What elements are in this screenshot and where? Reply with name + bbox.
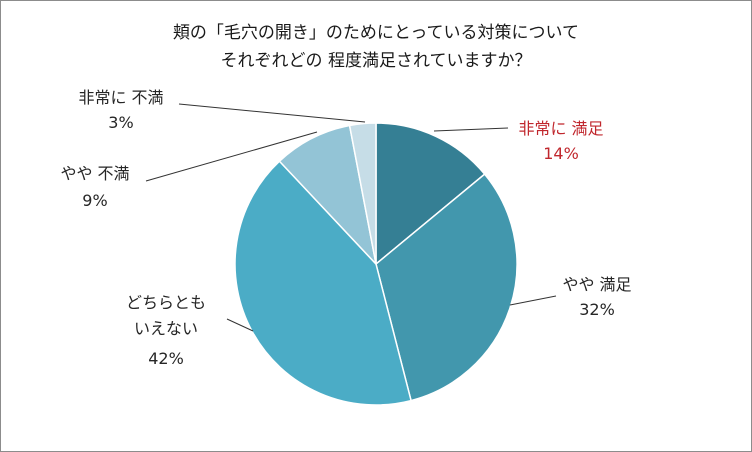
slice-value-label-1: 14% (543, 144, 579, 163)
slice-value-label-2: 32% (579, 300, 615, 319)
pie-slice-1 (375, 122, 486, 266)
chart-title-line-1: 頬の「毛穴の開き」のためにとっている対策について (173, 23, 579, 43)
slice-category-label-4: やや 不満 (60, 164, 129, 183)
pie-slice-2 (375, 173, 518, 402)
slice-category-label-2: やや 満足 (562, 275, 631, 294)
leader-lines (145, 103, 557, 332)
leader-line-1 (433, 127, 509, 132)
chart-title-line-2: それぞれどの 程度満足されていますか？ (221, 51, 532, 71)
pie-slice-3 (234, 160, 412, 406)
pie-slice-5 (348, 122, 377, 265)
slice-value-label-3: 42% (148, 349, 184, 368)
leader-line-4 (145, 131, 318, 182)
pie-slice-4 (278, 124, 378, 267)
slice-category-label-1: 非常に 満足 (518, 119, 603, 138)
leader-line-5 (178, 103, 366, 123)
slice-value-label-4: 9% (82, 191, 107, 210)
slice-category-label-3-1: どちらとも (126, 293, 206, 312)
slice-category-label-3-2: いえない (134, 319, 198, 338)
pie-slices (234, 122, 518, 406)
leader-line-2 (509, 295, 557, 306)
slice-value-label-5: 3% (108, 113, 133, 132)
leader-line-3 (226, 318, 254, 332)
slice-category-label-5: 非常に 不満 (78, 88, 163, 107)
